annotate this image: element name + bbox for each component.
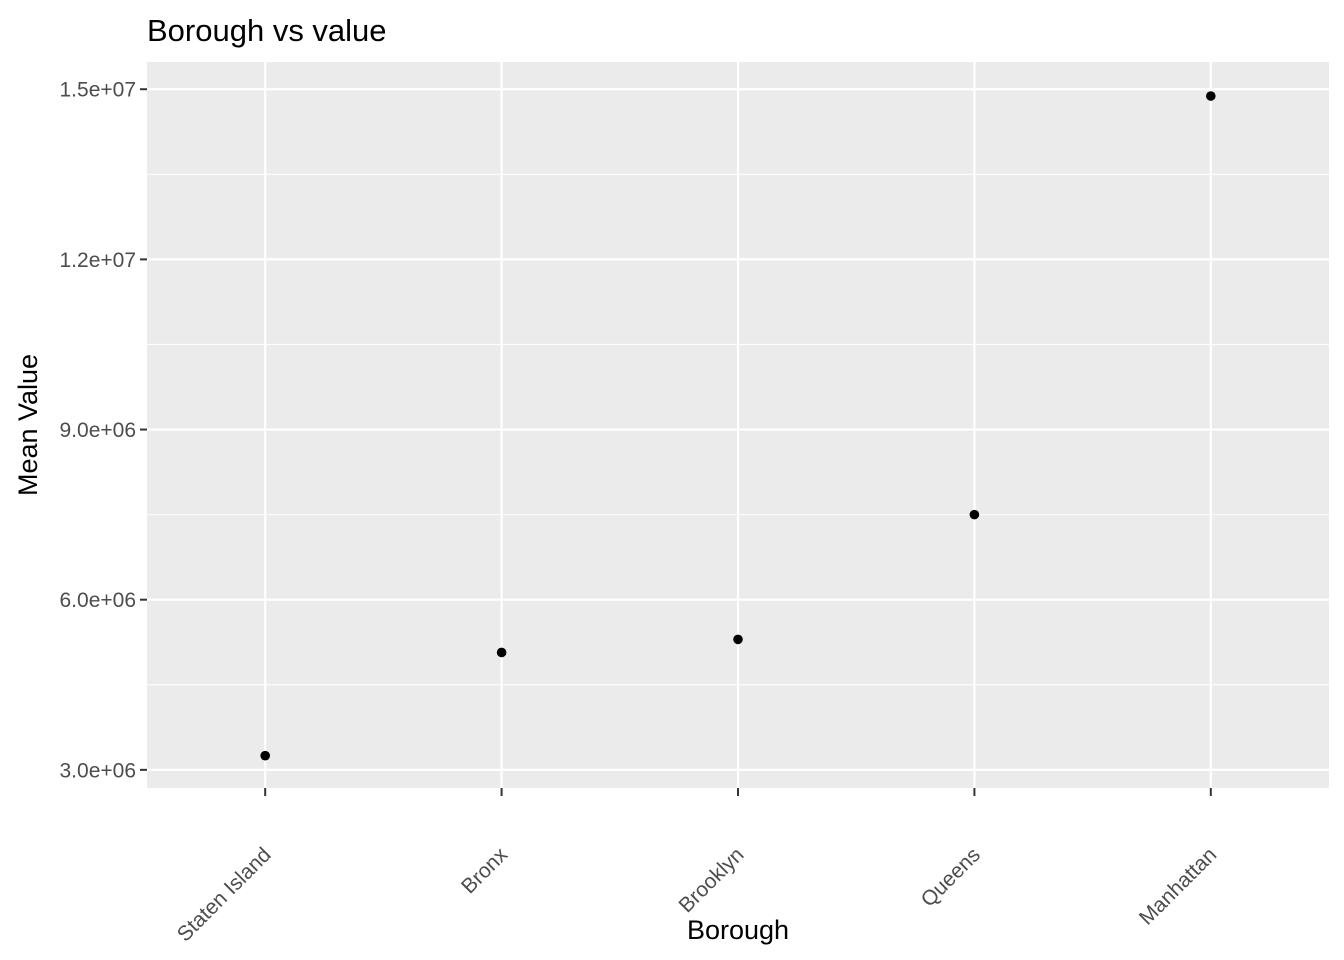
y-axis-title: Mean Value: [13, 354, 43, 496]
grid-layer: [147, 62, 1329, 788]
points-layer: [260, 91, 1216, 761]
y-tick-label: 1.5e+07: [60, 79, 137, 102]
chart-title: Borough vs value: [147, 13, 387, 48]
data-point: [1206, 91, 1216, 101]
x-tick-label: Queens: [917, 843, 985, 911]
x-tick-label: Staten Island: [173, 843, 276, 946]
y-tick-label: 9.0e+06: [60, 419, 137, 442]
data-point: [496, 647, 507, 658]
data-point: [969, 509, 980, 520]
x-tick-label: Manhattan: [1135, 843, 1221, 929]
data-point: [260, 750, 271, 761]
data-point: [733, 634, 743, 645]
x-tick-label: Bronx: [457, 843, 512, 898]
y-tick-label: 6.0e+06: [60, 589, 137, 612]
y-tick-label: 3.0e+06: [60, 759, 137, 782]
x-axis-title: Borough: [687, 915, 789, 945]
x-tick-label: Brooklyn: [674, 843, 748, 917]
y-tick-label: 1.2e+07: [60, 249, 137, 272]
